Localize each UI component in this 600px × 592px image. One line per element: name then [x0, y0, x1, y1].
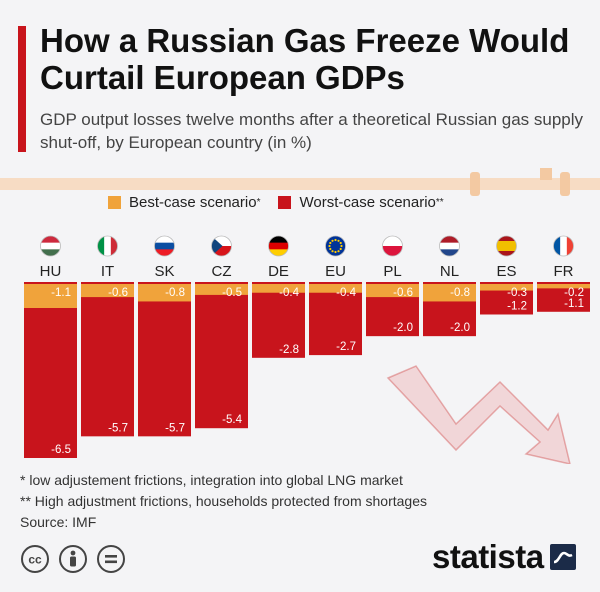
best-value-label-cz: -0.5	[222, 287, 242, 299]
attribution-icon[interactable]	[58, 544, 88, 574]
best-bar-hu	[24, 284, 77, 308]
svg-text:cc: cc	[28, 553, 42, 567]
legend-item-best: Best-case scenario *	[108, 194, 260, 211]
worst-value-label-sk: -5.7	[165, 422, 185, 434]
netherlands-flag-icon	[439, 235, 460, 257]
category-label-de: DE	[268, 263, 289, 280]
category-label-eu: EU	[325, 263, 346, 280]
worst-value-label-de: -2.8	[279, 344, 299, 356]
best-value-label-nl: -0.8	[450, 287, 470, 299]
best-bar-sk	[138, 284, 191, 302]
title-accent-bar	[18, 26, 26, 152]
source-note: Source: IMF	[20, 514, 97, 530]
germany-flag-icon	[268, 235, 289, 257]
statista-brand: statista	[432, 538, 576, 576]
worst-bar-hu	[24, 282, 77, 458]
legend-swatch-worst	[278, 196, 292, 209]
category-label-cz: CZ	[212, 263, 232, 280]
france-flag-icon	[553, 235, 574, 257]
statista-logo-icon	[549, 544, 576, 570]
best-value-label-sk: -0.8	[165, 287, 185, 299]
best-value-label-pl: -0.6	[393, 287, 413, 299]
category-label-sk: SK	[154, 263, 174, 280]
best-bar-fr	[537, 284, 590, 289]
worst-value-label-cz: -5.4	[222, 414, 242, 426]
best-bar-it	[81, 284, 134, 298]
legend-swatch-best	[108, 196, 121, 209]
creative-commons-icon[interactable]: cc	[20, 544, 50, 574]
poland-flag-icon	[382, 235, 403, 257]
worst-value-label-nl: -2.0	[450, 322, 470, 334]
footnote-worst: ** High adjustment frictions, households…	[20, 493, 427, 509]
worst-value-label-pl: -2.0	[393, 322, 413, 334]
category-label-es: ES	[496, 263, 516, 280]
best-bar-eu	[309, 284, 362, 293]
brand-name: statista	[432, 538, 544, 575]
footnotes: * low adjustement frictions, integration…	[20, 470, 427, 533]
worst-bar-de	[252, 282, 305, 358]
worst-value-label-eu: -2.7	[336, 341, 356, 353]
czech-flag-icon	[211, 235, 232, 257]
legend-label-worst: Worst-case scenario	[299, 194, 436, 211]
legend-mark-best: *	[256, 197, 261, 208]
worst-bar-cz	[195, 282, 248, 429]
footnote-best: * low adjustement frictions, integration…	[20, 472, 403, 488]
license-icons: cc	[20, 544, 134, 574]
pipeline-decoration	[0, 168, 600, 196]
spain-flag-icon	[496, 235, 517, 257]
category-label-fr: FR	[554, 263, 574, 280]
worst-value-label-fr: -1.1	[564, 298, 584, 310]
italy-flag-icon	[97, 235, 118, 257]
best-value-label-hu: -1.1	[51, 287, 71, 299]
chart-legend: Best-case scenario * Worst-case scenario *…	[108, 194, 462, 211]
hungary-flag-icon	[40, 235, 61, 257]
category-label-it: IT	[101, 263, 114, 280]
legend-mark-worst: **	[435, 197, 444, 208]
slovakia-flag-icon	[154, 235, 175, 257]
legend-item-worst: Worst-case scenario **	[278, 194, 444, 211]
best-bar-pl	[366, 284, 419, 298]
best-value-label-eu: -0.4	[336, 287, 356, 299]
best-value-label-de: -0.4	[279, 287, 299, 299]
best-bar-es	[480, 284, 533, 291]
equals-icon[interactable]	[96, 544, 126, 574]
best-value-label-es: -0.3	[507, 287, 527, 299]
gdp-loss-chart: HU -1.1 -6.5 IT -0.6 -5.7 SK -0.8 -5.7 CZ -0.5 -5.4…	[24, 235, 590, 464]
worst-bar-sk	[138, 282, 191, 437]
category-label-hu: HU	[40, 263, 62, 280]
worst-value-label-hu: -6.5	[51, 444, 71, 456]
page-title: How a Russian Gas Freeze Would Curtail E…	[40, 22, 570, 96]
best-bar-cz	[195, 284, 248, 295]
worst-bar-eu	[309, 282, 362, 356]
category-label-pl: PL	[383, 263, 401, 280]
worst-value-label-es: -1.2	[507, 300, 527, 312]
best-bar-de	[252, 284, 305, 293]
eu-flag-icon	[325, 235, 346, 257]
trend-arrow-decoration	[386, 365, 571, 464]
best-value-label-fr: -0.2	[564, 287, 584, 299]
best-value-label-it: -0.6	[108, 287, 128, 299]
legend-label-best: Best-case scenario	[129, 194, 257, 211]
category-label-nl: NL	[440, 263, 459, 280]
worst-bar-it	[81, 282, 134, 437]
page-subtitle: GDP output losses twelve months after a …	[40, 110, 584, 152]
worst-value-label-it: -5.7	[108, 422, 128, 434]
best-bar-nl	[423, 284, 476, 302]
